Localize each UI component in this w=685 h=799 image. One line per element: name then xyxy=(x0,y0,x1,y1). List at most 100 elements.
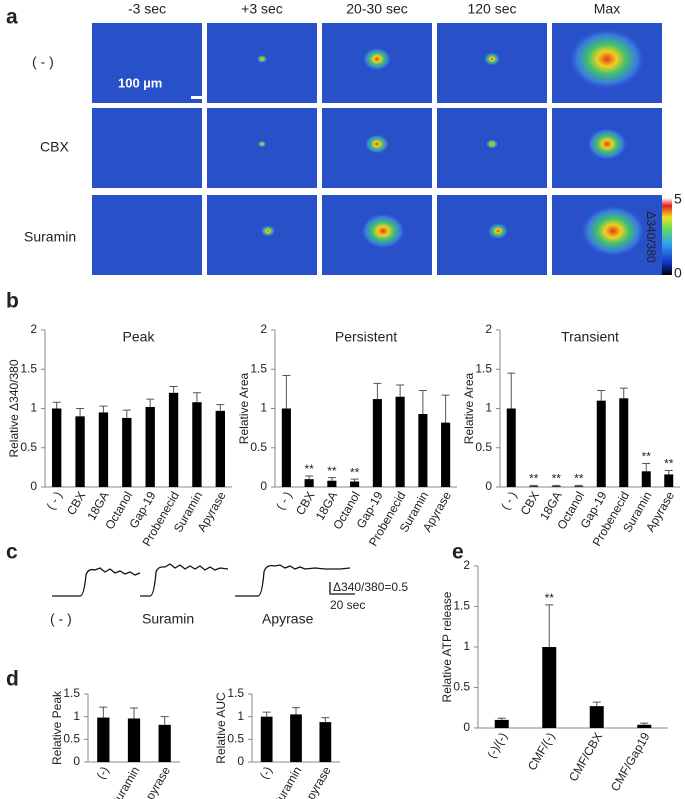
row-label: Suramin xyxy=(24,229,76,245)
heatmap-spot xyxy=(363,47,391,71)
error-bar xyxy=(122,409,131,418)
y-tick-label: 1 xyxy=(463,639,470,653)
panel-label: d xyxy=(6,668,19,691)
x-tick-label: Suramin xyxy=(108,764,142,799)
error-bar xyxy=(529,484,538,487)
y-tick-label: 0.5 xyxy=(475,440,492,454)
row-label: ( - ) xyxy=(32,54,54,70)
error-bar xyxy=(282,375,291,409)
bar xyxy=(637,724,652,728)
error-bar xyxy=(619,387,628,399)
bar xyxy=(327,480,337,487)
y-tick-label: 0.5 xyxy=(453,680,470,694)
error-bar xyxy=(350,478,359,482)
heatmap-image xyxy=(92,195,202,275)
y-tick-label: 0 xyxy=(30,479,37,493)
panel-label: c xyxy=(6,541,18,564)
bar xyxy=(350,481,360,487)
y-tick-label: 1 xyxy=(485,401,492,415)
y-tick-label: 1.5 xyxy=(20,361,37,375)
significance: ** xyxy=(664,457,674,471)
chart-title: Peak xyxy=(123,329,156,345)
heatmap-spot xyxy=(581,205,645,257)
bar xyxy=(641,471,651,487)
scale-y-label: Δ340/380=0.5 xyxy=(333,580,408,594)
y-axis-label: Relative Area xyxy=(462,372,476,444)
y-axis-label: Relative Area xyxy=(237,372,251,444)
y-tick-label: 0 xyxy=(237,754,244,768)
bar xyxy=(127,718,141,762)
y-tick-label: 1.5 xyxy=(475,361,492,375)
error-bar xyxy=(327,477,336,481)
significance: ** xyxy=(304,462,314,476)
bar xyxy=(97,717,110,762)
panel-label: b xyxy=(6,290,19,313)
trace-label: Suramin xyxy=(142,611,194,627)
error-bar xyxy=(592,701,601,707)
bar xyxy=(158,724,171,762)
y-tick-label: 1 xyxy=(73,709,80,723)
x-tick-label: Apyrase xyxy=(139,764,173,799)
bar xyxy=(542,647,557,728)
y-tick-label: 2 xyxy=(485,322,492,336)
y-tick-label: 1.5 xyxy=(250,361,267,375)
error-bar xyxy=(507,372,516,409)
x-tick-label: (-)/(-) xyxy=(484,730,510,761)
x-tick-label: CMF/CBX xyxy=(566,730,605,784)
row-label: CBX xyxy=(40,139,69,155)
error-bar xyxy=(321,717,330,723)
bar xyxy=(506,408,516,487)
error-bar xyxy=(192,392,201,403)
heatmap-image xyxy=(92,108,202,188)
bar xyxy=(596,400,606,487)
scale-bar xyxy=(191,96,205,99)
significance: ** xyxy=(350,465,360,479)
y-tick-label: 0.5 xyxy=(20,440,37,454)
y-tick-label: 1.5 xyxy=(453,599,470,613)
heatmap-spot xyxy=(488,223,508,239)
error-bar xyxy=(146,398,155,407)
bar xyxy=(418,413,428,487)
y-tick-label: 0 xyxy=(260,479,267,493)
significance: ** xyxy=(574,472,584,486)
heatmap-image xyxy=(92,23,202,103)
bar xyxy=(574,486,584,487)
significance: ** xyxy=(545,591,555,605)
column-header: +3 sec xyxy=(241,1,283,17)
heatmap-spot xyxy=(261,225,275,237)
bar xyxy=(319,722,332,762)
y-tick-label: 1 xyxy=(260,401,267,415)
bar xyxy=(122,417,132,487)
y-tick-label: 1 xyxy=(237,709,244,723)
error-bar xyxy=(574,484,583,487)
error-bar xyxy=(418,389,427,414)
x-tick-label: Apyrase xyxy=(300,764,334,799)
x-tick-label: (-) xyxy=(94,764,112,781)
heatmap-image xyxy=(207,195,317,275)
significance: ** xyxy=(552,472,562,486)
error-bar xyxy=(597,389,606,401)
error-bar xyxy=(552,484,561,487)
error-bar xyxy=(305,475,314,480)
bar xyxy=(395,396,405,487)
x-tick-label: ( - ) xyxy=(273,489,294,512)
y-axis-label: Relative Peak xyxy=(50,690,64,765)
error-bar xyxy=(441,394,450,423)
colorbar-tick: 0 xyxy=(674,265,682,281)
y-tick-label: 1.5 xyxy=(63,686,80,700)
bar xyxy=(52,408,62,487)
significance: ** xyxy=(529,472,539,486)
y-tick-label: 0.5 xyxy=(227,732,244,746)
trace-label: Apyrase xyxy=(262,611,314,627)
column-header: 20-30 sec xyxy=(346,1,407,17)
scale-x-label: 20 sec xyxy=(330,598,365,612)
x-tick-label: (-) xyxy=(257,764,275,781)
error-bar xyxy=(545,604,554,647)
x-tick-label: ( - ) xyxy=(498,489,519,512)
bar xyxy=(551,486,561,487)
y-tick-label: 1.5 xyxy=(227,686,244,700)
colorbar-label: Δ340/380 xyxy=(644,211,658,263)
y-tick-label: 2 xyxy=(463,558,470,572)
y-tick-label: 0.5 xyxy=(63,732,80,746)
